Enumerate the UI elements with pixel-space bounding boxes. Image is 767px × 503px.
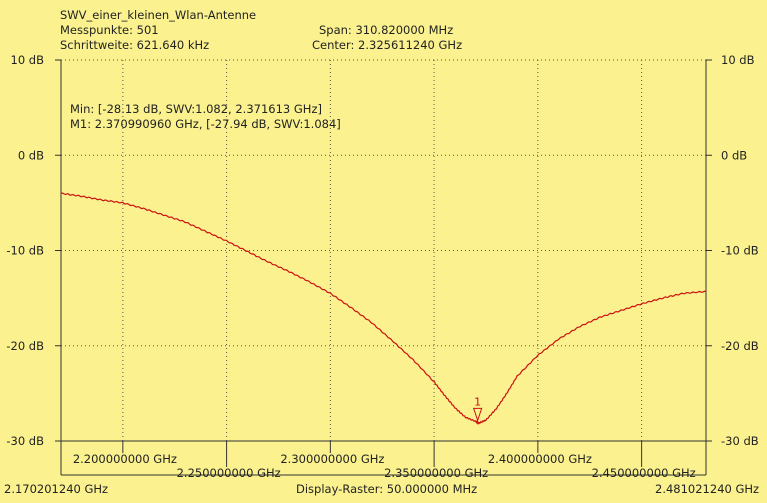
chart-title: SWV_einer_kleinen_Wlan-Antenne [60,8,257,22]
step-width: Schrittweite: 621.640 kHz [60,38,210,52]
min-readout: Min: [-28.13 dB, SWV:1.082, 2.371613 GHz… [70,102,322,116]
measure-points: Messpunkte: 501 [60,23,159,37]
y-tick-label-right: -20 dB [721,339,759,353]
y-tick-labels: 10 dB 10 dB 0 dB 0 dB -10 dB -10 dB -20 dB -20 … [6,53,758,448]
x-tick-label: 2.250000000 GHz [177,466,281,480]
x-tick-label: 2.450000000 GHz [592,466,696,480]
y-tick-label-right: 10 dB [721,53,755,67]
y-tick-label-right: -30 dB [721,434,759,448]
x-tick-label: 2.200000000 GHz [73,452,177,466]
axes [55,59,712,476]
swr-trace [60,192,707,425]
marker-readout: M1: 2.370990960 GHz, [-27.94 dB, SWV:1.0… [70,117,341,131]
stop-frequency: 2.481021240 GHz [655,482,760,496]
center-readout: Center: 2.325611240 GHz [312,38,463,52]
y-tick-label: -20 dB [6,339,44,353]
y-tick-label: 10 dB [11,53,45,67]
y-tick-label: -30 dB [6,434,44,448]
x-tick-label: 2.300000000 GHz [280,452,384,466]
y-tick-label: -10 dB [6,244,44,258]
y-tick-label: 0 dB [18,148,44,162]
y-tick-label-right: -10 dB [721,244,759,258]
markers: 1 [472,395,483,422]
x-tick-label: 2.350000000 GHz [384,466,488,480]
x-tick-label: 2.400000000 GHz [488,452,592,466]
y-tick-label-right: 0 dB [721,148,747,162]
marker-label: 1 [474,395,481,408]
display-raster: Display-Raster: 50.000000 MHz [296,482,478,496]
marker-triangle [472,407,483,422]
start-frequency: 2.170201240 GHz [4,482,109,496]
span-readout: Span: 310.820000 MHz [319,23,454,37]
